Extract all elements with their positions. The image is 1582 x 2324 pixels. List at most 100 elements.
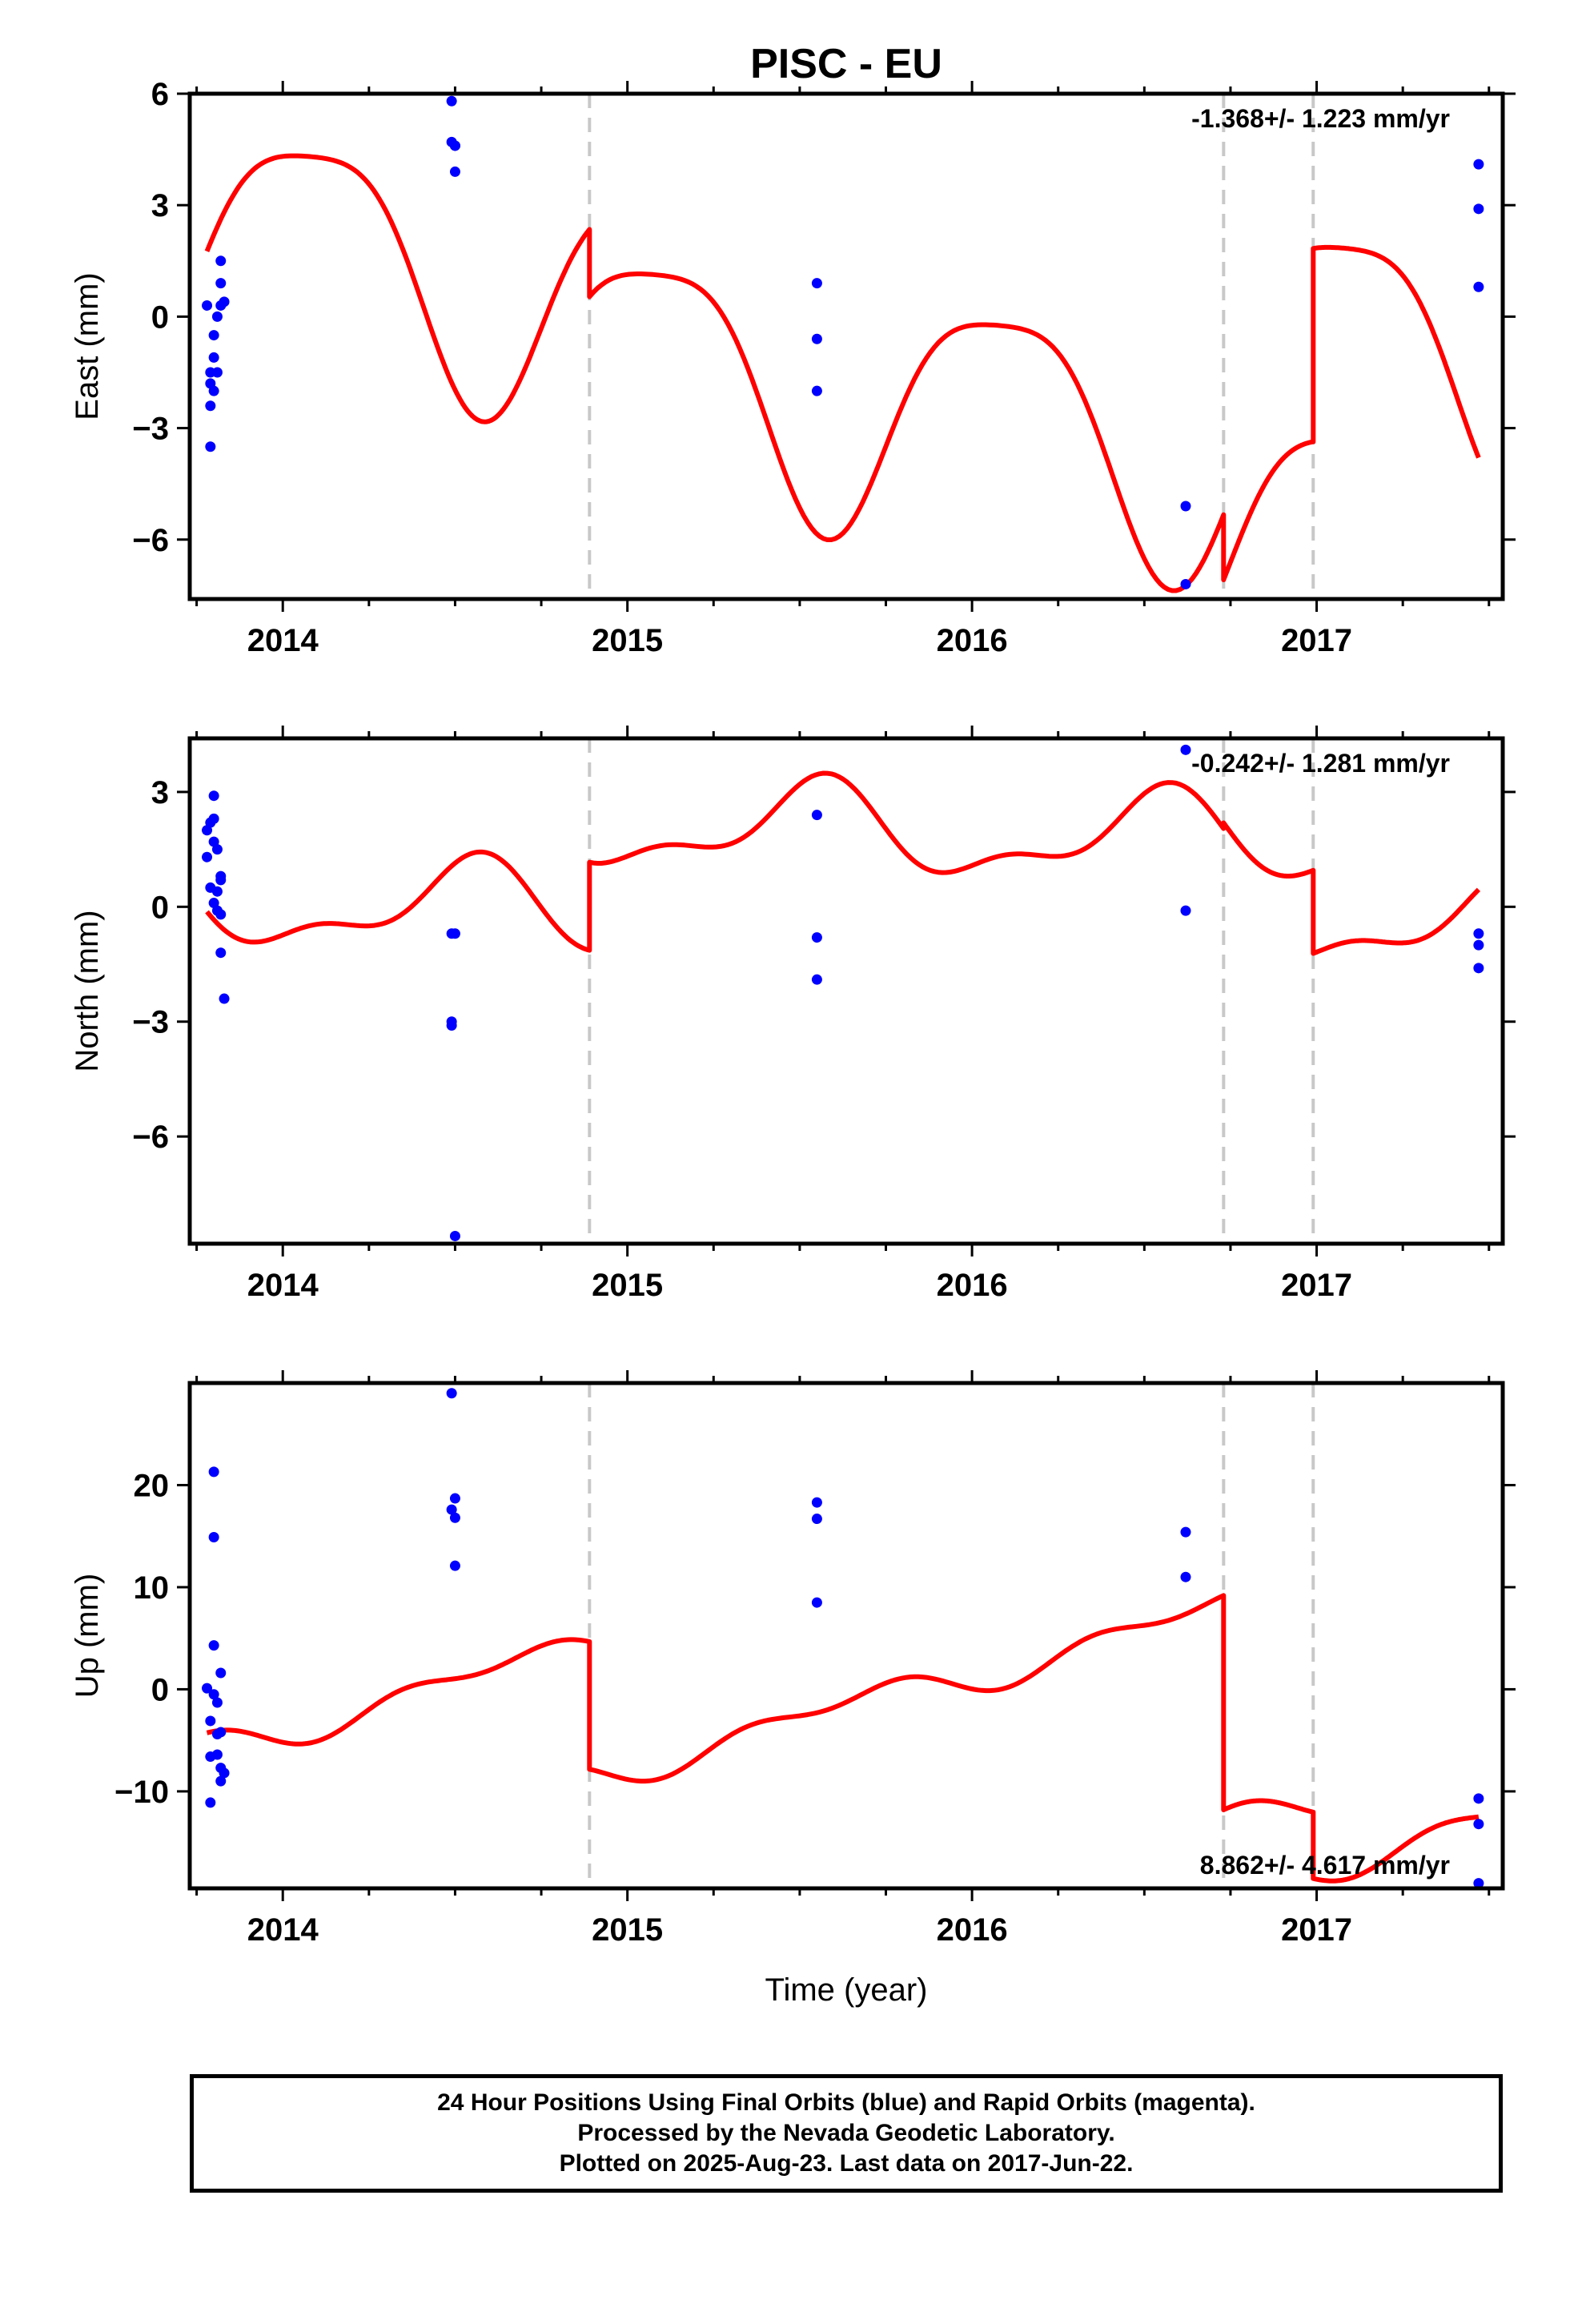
data-point	[811, 333, 822, 344]
data-point	[215, 870, 227, 882]
data-point	[1180, 905, 1191, 916]
y-tick-label: −6	[132, 523, 169, 558]
x-tick-label: 2014	[247, 1912, 319, 1948]
data-point	[208, 1689, 219, 1700]
data-point	[449, 1512, 460, 1523]
y-tick-label: 10	[134, 1570, 170, 1606]
chart-title: PISC - EU	[750, 41, 942, 87]
data-point	[208, 813, 219, 824]
x-tick-label: 2017	[1281, 1912, 1352, 1948]
y-tick-label: 0	[151, 890, 169, 925]
footer-line-2: Processed by the Nevada Geodetic Laborat…	[577, 2120, 1115, 2146]
data-point	[811, 1497, 822, 1508]
data-point	[446, 95, 457, 107]
rate-annotation: 8.862+/- 4.617 mm/yr	[1200, 1851, 1450, 1880]
y-tick-label: −3	[132, 412, 169, 447]
data-point	[811, 974, 822, 985]
data-point	[811, 385, 822, 396]
data-point	[449, 166, 460, 177]
data-point	[215, 1775, 227, 1787]
x-tick-label: 2015	[592, 1268, 663, 1303]
data-point	[219, 1767, 230, 1779]
x-tick-label: 2015	[592, 623, 663, 658]
data-point	[211, 844, 223, 855]
data-point	[208, 1531, 219, 1542]
data-point	[1180, 744, 1191, 755]
y-tick-label: 0	[151, 1672, 169, 1707]
model-curve	[206, 1593, 1480, 1884]
data-point	[1473, 1878, 1484, 1888]
rate-annotation: -0.242+/- 1.281 mm/yr	[1191, 749, 1450, 778]
footer-line-1: 24 Hour Positions Using Final Orbits (bl…	[437, 2089, 1255, 2116]
footer-box: 24 Hour Positions Using Final Orbits (bl…	[190, 2074, 1503, 2193]
y-axis-label: North (mm)	[70, 910, 105, 1072]
plot-frame	[187, 1381, 1505, 1891]
data-point	[449, 140, 460, 151]
data-point	[446, 1388, 457, 1399]
data-point	[215, 1727, 227, 1738]
data-point	[211, 367, 223, 378]
y-axis-label: Up (mm)	[70, 1574, 105, 1699]
data-point	[449, 928, 460, 939]
y-tick-label: 20	[134, 1468, 170, 1503]
data-point	[1473, 159, 1484, 170]
data-point	[1180, 501, 1191, 512]
data-point	[1473, 939, 1484, 951]
data-point	[1473, 203, 1484, 215]
data-point	[205, 400, 216, 412]
data-point	[215, 947, 227, 959]
data-point	[1473, 1819, 1484, 1830]
footer-line-3: Plotted on 2025-Aug-23. Last data on 201…	[559, 2150, 1134, 2177]
data-point	[219, 993, 230, 1004]
plot-frame	[187, 91, 1505, 601]
x-tick-label: 2017	[1281, 1268, 1352, 1303]
data-point	[449, 1560, 460, 1571]
rate-annotation: -1.368+/- 1.223 mm/yr	[1191, 104, 1450, 133]
up-panel: 2014 2015 2016 2017 −10 0 10 20 Up (mm) Time (yea…	[70, 1370, 1516, 2008]
x-axis-label: Time (year)	[765, 1972, 928, 2008]
data-point	[811, 278, 822, 289]
data-point	[446, 1020, 457, 1031]
data-point	[449, 1230, 460, 1241]
data-point	[811, 932, 822, 943]
x-tick-label: 2016	[937, 1268, 1008, 1303]
data-point	[208, 385, 219, 396]
y-tick-label: 6	[151, 77, 169, 112]
data-point	[202, 300, 213, 311]
data-point	[208, 790, 219, 802]
data-point	[202, 1683, 213, 1694]
data-point	[211, 1749, 223, 1760]
data-point	[211, 886, 223, 897]
data-point	[208, 1640, 219, 1651]
data-point	[1180, 1571, 1191, 1582]
data-point	[208, 330, 219, 341]
data-point	[811, 1514, 822, 1525]
data-point	[1473, 963, 1484, 974]
x-tick-label: 2014	[247, 1268, 319, 1303]
data-point	[1180, 578, 1191, 589]
data-point	[208, 352, 219, 363]
data-point	[446, 1504, 457, 1515]
y-tick-label: −3	[132, 1005, 169, 1040]
data-point	[208, 1466, 219, 1478]
data-point	[1473, 281, 1484, 292]
y-tick-label: 3	[151, 188, 169, 223]
y-tick-label: −10	[114, 1775, 169, 1810]
data-point	[205, 1797, 216, 1808]
data-point	[211, 1697, 223, 1708]
data-point	[205, 1715, 216, 1727]
data-point	[1473, 1793, 1484, 1804]
y-tick-label: 3	[151, 775, 169, 810]
data-point	[215, 1667, 227, 1679]
data-point	[215, 278, 227, 289]
data-point	[211, 311, 223, 322]
y-axis-label: East (mm)	[70, 272, 105, 420]
x-tick-label: 2015	[592, 1912, 663, 1948]
east-panel: 2014 2015 2016 2017 −6 −3 0 3 6 East (mm) -1.368+/…	[70, 77, 1516, 658]
data-point	[215, 255, 227, 267]
data-point	[1473, 928, 1484, 939]
x-tick-label: 2016	[937, 1912, 1008, 1948]
data-point	[202, 851, 213, 862]
data-point	[219, 296, 230, 308]
